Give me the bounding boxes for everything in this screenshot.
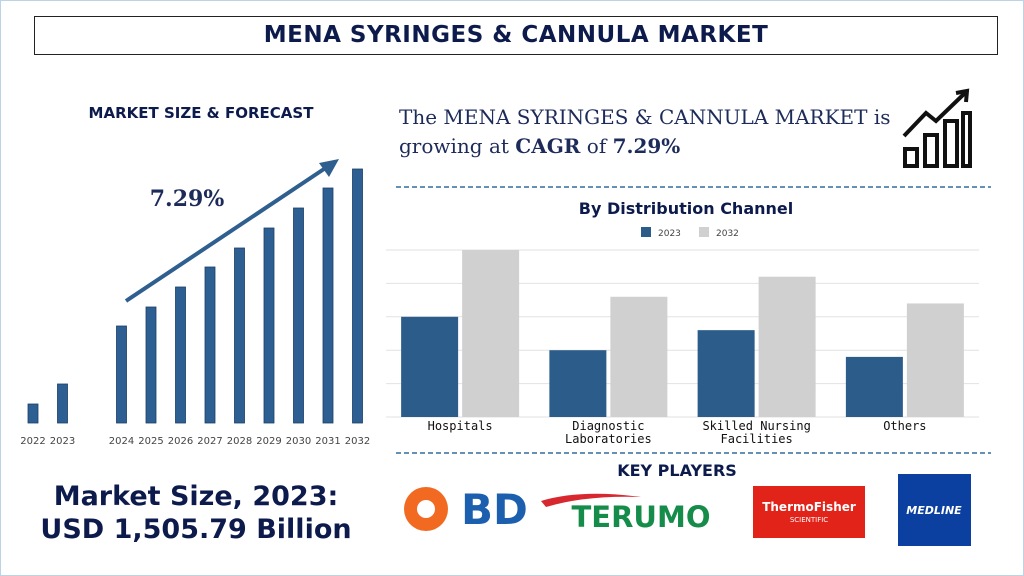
legend-label: 2023 bbox=[658, 229, 681, 239]
logo-medline: MEDLINE bbox=[906, 504, 962, 517]
thermo-logo-box bbox=[753, 486, 865, 538]
x-tick-label: Skilled Nursing Facilities bbox=[702, 419, 811, 446]
headline-cagr: CAGR bbox=[515, 134, 581, 158]
title: MENA SYRINGES & CANNULA MARKET bbox=[34, 16, 998, 55]
x-tick-label: 2023 bbox=[50, 436, 75, 447]
bar bbox=[610, 296, 668, 417]
annotation: 7.29% bbox=[150, 186, 225, 212]
x-tick-label: 2025 bbox=[138, 436, 163, 447]
bar bbox=[322, 187, 334, 424]
logo-bd: BD bbox=[461, 485, 528, 534]
x-tick-label: 2029 bbox=[256, 436, 281, 447]
logo-terumo: TERUMO bbox=[572, 500, 711, 534]
x-tick-label: 2028 bbox=[227, 436, 252, 447]
bar bbox=[462, 250, 520, 417]
chart-title: By Distribution Channel bbox=[579, 199, 793, 218]
bar bbox=[549, 350, 607, 417]
medline-logo-box bbox=[898, 474, 971, 546]
headline-text: The MENA SYRINGES & CANNULA MARKET bbox=[399, 105, 868, 129]
bar bbox=[204, 266, 216, 424]
x-tick-label: Others bbox=[883, 419, 927, 433]
bar bbox=[293, 207, 304, 424]
bar bbox=[175, 286, 186, 424]
x-tick-label: 2032 bbox=[345, 436, 370, 447]
bar bbox=[263, 227, 275, 424]
key-players-title: KEY PLAYERS bbox=[617, 461, 737, 480]
terumo-swoosh bbox=[541, 493, 641, 507]
bar bbox=[758, 276, 816, 417]
bar bbox=[116, 325, 127, 424]
market-size-value: USD 1,505.79 Billion bbox=[40, 514, 352, 545]
headline: The MENA SYRINGES & CANNULA MARKET is gr… bbox=[399, 103, 899, 161]
bar bbox=[697, 330, 755, 417]
x-tick-label: Diagnostic Laboratories bbox=[565, 419, 652, 446]
bar bbox=[401, 316, 459, 417]
logo-thermo: ThermoFisher bbox=[762, 500, 856, 514]
market-size-label: Market Size, 2023: bbox=[53, 481, 339, 512]
bd-logo-mark bbox=[417, 500, 435, 518]
x-tick-label: 2030 bbox=[286, 436, 311, 447]
headline-value: 7.29% bbox=[612, 134, 681, 158]
logo-thermo-sub: SCIENTIFIC bbox=[790, 516, 828, 524]
legend-swatch bbox=[699, 227, 709, 237]
x-tick-label: Hospitals bbox=[427, 419, 493, 433]
legend-swatch bbox=[641, 227, 651, 237]
legend-label: 2032 bbox=[716, 229, 739, 239]
x-tick-label: 2026 bbox=[168, 436, 193, 447]
headline-text: of bbox=[586, 134, 607, 158]
arrow bbox=[124, 159, 339, 303]
headline-text: is growing at bbox=[399, 105, 891, 158]
bar bbox=[57, 383, 68, 424]
bar bbox=[27, 403, 39, 424]
bar bbox=[845, 356, 903, 417]
bar bbox=[234, 247, 245, 424]
bar bbox=[906, 303, 964, 417]
x-tick-label: 2022 bbox=[20, 436, 45, 447]
forecast-heading: MARKET SIZE & FORECAST bbox=[88, 104, 314, 122]
growth-icon bbox=[902, 88, 972, 168]
bar bbox=[145, 306, 157, 424]
x-tick-label: 2027 bbox=[197, 436, 222, 447]
bar bbox=[352, 168, 363, 424]
x-tick-label: 2024 bbox=[109, 436, 134, 447]
x-tick-label: 2031 bbox=[315, 436, 340, 447]
